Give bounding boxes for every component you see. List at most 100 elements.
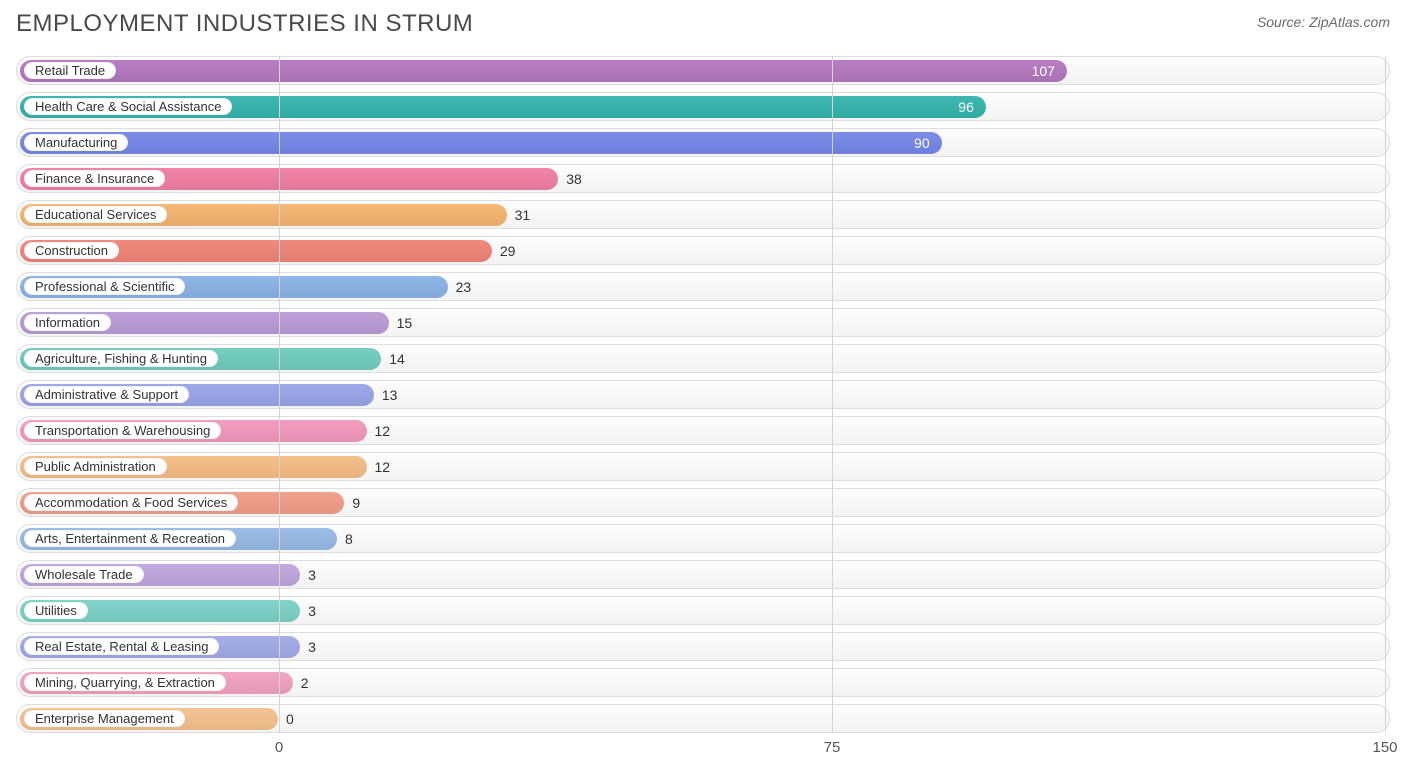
bar: Mining, Quarrying, & Extraction (20, 672, 293, 694)
bar-value: 29 (500, 243, 516, 259)
bar-row: Retail Trade 107 (16, 56, 1390, 85)
x-axis-tick-label: 150 (1372, 739, 1397, 756)
bar-label: Manufacturing (24, 134, 128, 151)
bar-value: 15 (397, 315, 413, 331)
bar-label: Finance & Insurance (24, 170, 165, 187)
bar-row: Arts, Entertainment & Recreation 8 (16, 524, 1390, 553)
bar: Manufacturing 90 (20, 132, 942, 154)
bar-value: 13 (382, 387, 398, 403)
bar-wrap: Real Estate, Rental & Leasing 3 (20, 636, 316, 657)
bar-value: 12 (375, 459, 391, 475)
x-axis-tick-label: 0 (275, 739, 283, 756)
bar-value: 107 (1032, 63, 1055, 79)
bar-label: Health Care & Social Assistance (24, 98, 232, 115)
bar-wrap: Construction 29 (20, 240, 515, 261)
bar-value: 31 (515, 207, 531, 223)
bar-row: Enterprise Management 0 (16, 704, 1390, 733)
bar-label: Construction (24, 242, 119, 259)
bar-label: Information (24, 314, 111, 331)
bar-value: 3 (308, 639, 316, 655)
bar: Information (20, 312, 389, 334)
bar-wrap: Professional & Scientific 23 (20, 276, 471, 297)
x-axis-tick-label: 75 (824, 739, 841, 756)
bar-label: Educational Services (24, 206, 167, 223)
bar-label: Accommodation & Food Services (24, 494, 238, 511)
bar-value: 14 (389, 351, 405, 367)
bar-value: 2 (301, 675, 309, 691)
bar-row: Wholesale Trade 3 (16, 560, 1390, 589)
bar-row: Professional & Scientific 23 (16, 272, 1390, 301)
bar-row: Mining, Quarrying, & Extraction 2 (16, 668, 1390, 697)
bar-row: Educational Services 31 (16, 200, 1390, 229)
bar-wrap: Arts, Entertainment & Recreation 8 (20, 528, 353, 549)
bar: Administrative & Support (20, 384, 374, 406)
bar: Educational Services (20, 204, 507, 226)
bar-value: 12 (375, 423, 391, 439)
bar-row: Administrative & Support 13 (16, 380, 1390, 409)
bar-wrap: Agriculture, Fishing & Hunting 14 (20, 348, 405, 369)
bar-label: Agriculture, Fishing & Hunting (24, 350, 218, 367)
bar-label: Administrative & Support (24, 386, 189, 403)
bar: Public Administration (20, 456, 367, 478)
bar-value: 23 (456, 279, 472, 295)
bar-row: Health Care & Social Assistance 96 (16, 92, 1390, 121)
bar: Wholesale Trade (20, 564, 300, 586)
bar-wrap: Public Administration 12 (20, 456, 390, 477)
bar: Real Estate, Rental & Leasing (20, 636, 300, 658)
bar-wrap: Mining, Quarrying, & Extraction 2 (20, 672, 309, 693)
bar-wrap: Finance & Insurance38 (20, 168, 582, 189)
chart-title: EMPLOYMENT INDUSTRIES IN STRUM (16, 10, 473, 38)
bar: Finance & Insurance (20, 168, 558, 190)
bar-row: Utilities 3 (16, 596, 1390, 625)
bar-wrap: Health Care & Social Assistance 96 (20, 96, 986, 117)
bar-value: 0 (286, 711, 294, 727)
bar-row: Manufacturing 90 (16, 128, 1390, 157)
bar-value: 3 (308, 603, 316, 619)
bar-value: 96 (958, 99, 974, 115)
bar-label: Retail Trade (24, 62, 116, 79)
bar-label: Professional & Scientific (24, 278, 185, 295)
bar-wrap: Manufacturing 90 (20, 132, 942, 153)
bar-wrap: Information 15 (20, 312, 412, 333)
chart-area: Retail Trade 107 Health Care & Social Assi… (16, 56, 1390, 733)
bar-value: 9 (352, 495, 360, 511)
bar-row: Construction 29 (16, 236, 1390, 265)
bar-row: Finance & Insurance38 (16, 164, 1390, 193)
bar-row: Transportation & Warehousing 12 (16, 416, 1390, 445)
bar: Accommodation & Food Services (20, 492, 344, 514)
bar-row: Accommodation & Food Services 9 (16, 488, 1390, 517)
bar-label: Arts, Entertainment & Recreation (24, 530, 236, 547)
bar: Utilities (20, 600, 300, 622)
bar: Health Care & Social Assistance 96 (20, 96, 986, 118)
bar-wrap: Wholesale Trade 3 (20, 564, 316, 585)
bar-label: Mining, Quarrying, & Extraction (24, 674, 226, 691)
bar: Enterprise Management (20, 708, 278, 730)
bar-wrap: Transportation & Warehousing 12 (20, 420, 390, 441)
bar-label: Real Estate, Rental & Leasing (24, 638, 219, 655)
bar: Agriculture, Fishing & Hunting (20, 348, 381, 370)
bar-value: 90 (914, 135, 930, 151)
bar-row: Real Estate, Rental & Leasing 3 (16, 632, 1390, 661)
bar: Retail Trade 107 (20, 60, 1067, 82)
bar-value: 3 (308, 567, 316, 583)
bar-label: Public Administration (24, 458, 167, 475)
bar: Transportation & Warehousing (20, 420, 367, 442)
bar: Professional & Scientific (20, 276, 448, 298)
bar-label: Transportation & Warehousing (24, 422, 221, 439)
bar-wrap: Retail Trade 107 (20, 60, 1067, 81)
x-axis: 075150 (16, 737, 1390, 761)
bar: Arts, Entertainment & Recreation (20, 528, 337, 550)
bar-row: Agriculture, Fishing & Hunting 14 (16, 344, 1390, 373)
bar: Construction (20, 240, 492, 262)
bar-wrap: Educational Services 31 (20, 204, 530, 225)
chart-container: EMPLOYMENT INDUSTRIES IN STRUM Source: Z… (0, 0, 1406, 776)
bar-label: Enterprise Management (24, 710, 185, 727)
bar-wrap: Enterprise Management 0 (20, 708, 294, 729)
chart-header: EMPLOYMENT INDUSTRIES IN STRUM Source: Z… (16, 10, 1390, 38)
bar-wrap: Accommodation & Food Services 9 (20, 492, 360, 513)
bar-row: Information 15 (16, 308, 1390, 337)
bar-label: Utilities (24, 602, 88, 619)
bar-label: Wholesale Trade (24, 566, 144, 583)
bar-value: 8 (345, 531, 353, 547)
chart-source: Source: ZipAtlas.com (1257, 10, 1390, 30)
